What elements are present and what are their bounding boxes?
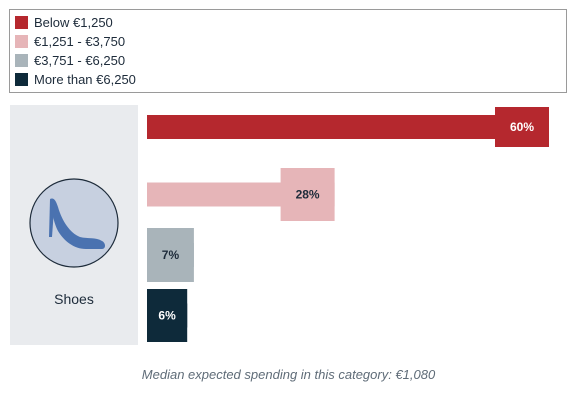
category-panel: Shoes	[10, 105, 138, 345]
bar	[147, 115, 549, 139]
legend-item-more-than-6250: More than €6,250	[15, 70, 561, 88]
legend-item-1251-3750: €1,251 - €3,750	[15, 32, 561, 50]
bar-group: 28%	[147, 168, 335, 221]
legend-label: €1,251 - €3,750	[34, 33, 126, 49]
median-caption: Median expected spending in this categor…	[141, 367, 436, 382]
bar-label-box	[495, 107, 549, 147]
legend-label: More than €6,250	[34, 71, 136, 87]
legend-swatch	[15, 34, 28, 48]
bar-value-label: 60%	[510, 120, 534, 134]
bar-group: 60%	[147, 107, 549, 147]
legend-item-below-1250: Below €1,250	[15, 13, 561, 31]
bar-label-box	[147, 228, 194, 282]
bar-value-label: 6%	[158, 309, 176, 323]
high-heel-shoe-icon	[29, 178, 119, 268]
legend-swatch	[15, 15, 28, 29]
bar-group: 7%	[147, 228, 194, 282]
legend-label: Below €1,250	[34, 14, 113, 30]
legend-label: €3,751 - €6,250	[34, 52, 126, 68]
category-label: Shoes	[54, 291, 94, 307]
legend: Below €1,250 €1,251 - €3,750 €3,751 - €6…	[9, 9, 567, 93]
legend-swatch	[15, 53, 28, 67]
bar-label-box	[147, 289, 188, 342]
bar-group: 6%	[147, 289, 188, 342]
bar-value-label: 7%	[162, 248, 180, 262]
bar-value-label: 28%	[296, 188, 320, 202]
legend-swatch	[15, 72, 28, 86]
bar-label-box	[280, 168, 335, 221]
legend-item-3751-6250: €3,751 - €6,250	[15, 51, 561, 69]
